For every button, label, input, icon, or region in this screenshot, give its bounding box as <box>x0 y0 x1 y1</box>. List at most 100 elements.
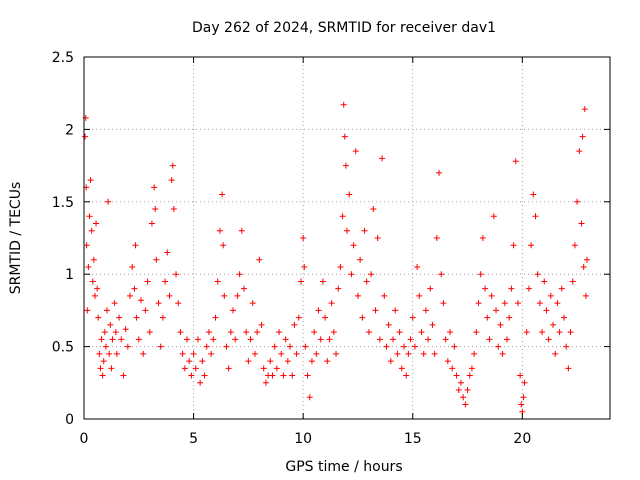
data-point <box>473 329 480 336</box>
data-point <box>517 372 524 379</box>
data-point <box>82 133 89 140</box>
data-point <box>205 329 212 336</box>
y-tick-label: 1 <box>65 267 74 283</box>
data-point <box>344 227 350 234</box>
data-point <box>260 365 267 372</box>
data-point <box>162 278 169 285</box>
data-point <box>579 133 586 140</box>
data-point <box>333 350 340 357</box>
data-point <box>88 227 95 234</box>
data-point <box>100 358 107 365</box>
data-point <box>120 372 127 379</box>
data-point <box>416 292 423 299</box>
data-point <box>210 336 217 343</box>
data-point <box>468 365 475 372</box>
y-tick-label: 0 <box>65 412 74 428</box>
data-point <box>405 350 412 357</box>
data-point <box>376 336 383 343</box>
data-point <box>571 242 578 249</box>
plot-frame <box>83 56 611 420</box>
data-point <box>383 343 390 350</box>
data-point <box>166 292 173 299</box>
data-point <box>365 329 372 336</box>
data-point <box>574 198 581 205</box>
data-point <box>197 379 204 386</box>
data-point <box>528 242 535 249</box>
data-point <box>276 329 283 336</box>
data-point <box>116 314 123 321</box>
data-point <box>199 358 206 365</box>
data-point <box>543 307 550 314</box>
data-point <box>403 372 410 379</box>
data-point <box>407 336 414 343</box>
data-point <box>348 271 355 278</box>
data-point <box>361 227 368 234</box>
data-point <box>508 285 515 292</box>
data-point <box>243 329 250 336</box>
data-point <box>220 242 227 249</box>
data-point <box>449 365 456 372</box>
y-tick-label: 2.5 <box>52 50 74 66</box>
data-point <box>186 358 193 365</box>
data-point <box>475 300 482 307</box>
data-point <box>96 350 103 357</box>
data-point <box>90 256 97 263</box>
data-point <box>390 336 397 343</box>
data-point <box>440 300 447 307</box>
data-point <box>477 271 484 278</box>
data-point <box>129 263 136 270</box>
data-point <box>153 256 160 263</box>
data-point <box>131 285 138 292</box>
data-point <box>436 169 443 176</box>
data-point <box>326 336 333 343</box>
data-point <box>580 263 587 270</box>
data-point <box>251 350 258 357</box>
data-point <box>313 350 320 357</box>
data-point <box>425 336 432 343</box>
data-point <box>335 285 342 292</box>
data-point <box>447 329 454 336</box>
data-point <box>85 263 92 270</box>
data-point <box>490 213 497 220</box>
data-point <box>219 191 226 198</box>
y-tick-label: 2 <box>65 122 74 138</box>
data-point <box>267 358 274 365</box>
data-point <box>293 350 300 357</box>
data-point <box>168 177 175 184</box>
data-point <box>545 336 552 343</box>
data-point <box>106 350 113 357</box>
data-point <box>295 314 302 321</box>
data-point <box>541 278 548 285</box>
data-point <box>471 350 478 357</box>
data-point <box>101 329 108 336</box>
data-point <box>271 343 278 350</box>
data-point <box>249 300 256 307</box>
data-point <box>427 285 434 292</box>
data-point <box>227 329 234 336</box>
data-point <box>137 297 144 304</box>
data-point <box>107 321 114 328</box>
data-point <box>396 329 403 336</box>
data-point <box>203 343 210 350</box>
data-point <box>238 227 245 234</box>
data-point <box>140 350 147 357</box>
data-point <box>297 278 304 285</box>
data-point <box>155 300 162 307</box>
data-point <box>86 213 93 220</box>
data-point <box>387 358 394 365</box>
data-point <box>520 394 527 401</box>
data-point <box>306 394 313 401</box>
data-point <box>175 300 182 307</box>
data-point <box>280 372 287 379</box>
data-point <box>567 329 574 336</box>
data-point <box>359 314 366 321</box>
data-point <box>289 372 296 379</box>
data-point <box>84 307 91 314</box>
data-point <box>363 278 370 285</box>
data-point <box>273 365 280 372</box>
data-point <box>398 365 405 372</box>
data-point <box>173 271 180 278</box>
data-point <box>133 314 140 321</box>
axis-ticks <box>83 56 610 420</box>
